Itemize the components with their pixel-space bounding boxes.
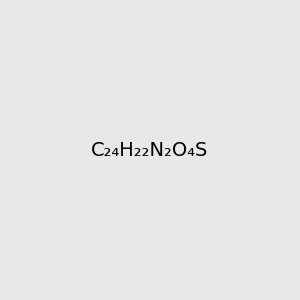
Text: C₂₄H₂₂N₂O₄S: C₂₄H₂₂N₂O₄S (91, 140, 209, 160)
